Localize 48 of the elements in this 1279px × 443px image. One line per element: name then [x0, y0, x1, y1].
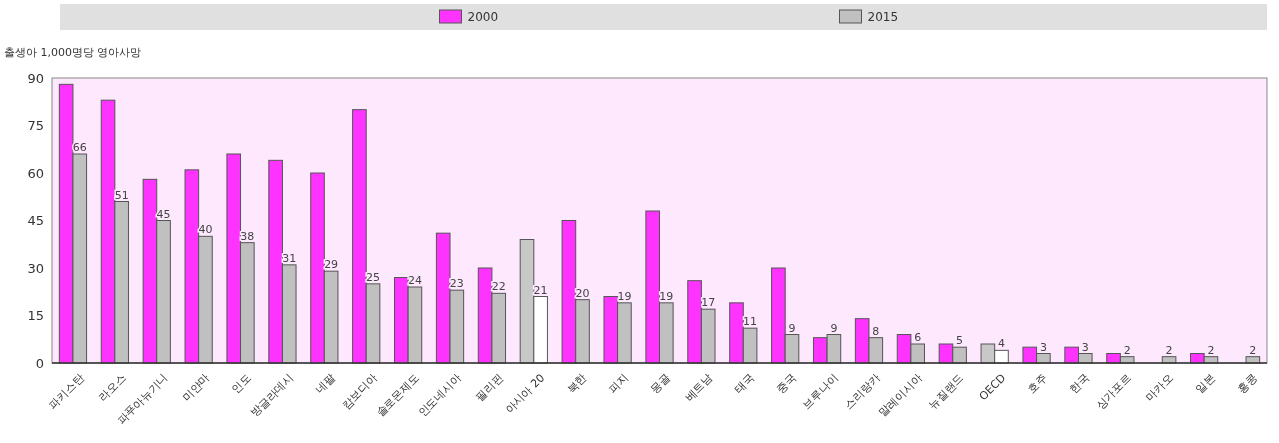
data-label: 31 [282, 251, 297, 265]
legend-label: 2015 [867, 10, 899, 24]
data-label: 4 [997, 337, 1005, 351]
data-label: 2 [1207, 343, 1215, 357]
data-label: 6 [914, 331, 922, 344]
data-label: 29 [324, 258, 339, 272]
x-tick-label: 중국 [774, 371, 799, 397]
x-tick-label: 일본 [1192, 371, 1218, 397]
data-label: 5 [956, 334, 964, 348]
data-label: 38 [240, 229, 255, 243]
y-axis-title: 출생아 1,000명당 영아사망 [4, 46, 142, 59]
x-tick-label: 호주 [1025, 371, 1051, 397]
data-label: 40 [198, 223, 213, 237]
data-label: 45 [156, 207, 171, 221]
y-tick-label: 30 [27, 260, 44, 276]
data-label: 2 [1123, 343, 1131, 357]
data-label: 11 [743, 315, 758, 329]
x-tick-label: 북한 [564, 371, 590, 397]
data-label: 2 [1165, 343, 1173, 357]
data-label: 51 [114, 188, 129, 202]
data-label: 23 [449, 277, 464, 291]
data-label: 9 [788, 321, 796, 335]
data-label: 8 [872, 324, 880, 338]
x-tick-label: 태국 [732, 371, 757, 397]
data-label: 17 [701, 296, 716, 310]
data-label: 21 [533, 283, 548, 297]
data-label: 66 [72, 141, 87, 154]
x-tick-label: 한국 [1067, 371, 1093, 397]
y-tick-label: 0 [35, 355, 44, 371]
y-tick-label: 15 [27, 308, 44, 324]
x-tick-label: 네팔 [313, 371, 338, 397]
data-label: 20 [575, 286, 590, 300]
y-tick-label: 75 [27, 118, 44, 134]
y-tick-label: 45 [27, 213, 44, 229]
legend-label: 2000 [467, 10, 499, 24]
x-tick-label: 홍콩 [1234, 371, 1260, 397]
data-label: 19 [617, 289, 632, 303]
y-tick-label: 90 [27, 70, 44, 86]
data-label: 3 [1081, 340, 1089, 354]
data-label: 22 [491, 280, 506, 294]
x-tick-label: 인도 [229, 371, 255, 397]
data-label: 19 [659, 289, 674, 303]
data-label: 3 [1039, 340, 1047, 354]
data-label: 2 [1249, 343, 1257, 357]
data-label: 9 [830, 321, 838, 335]
x-tick-label: 피지 [606, 371, 632, 397]
x-tick-label: 몽골 [648, 371, 674, 397]
y-tick-label: 60 [27, 165, 44, 181]
